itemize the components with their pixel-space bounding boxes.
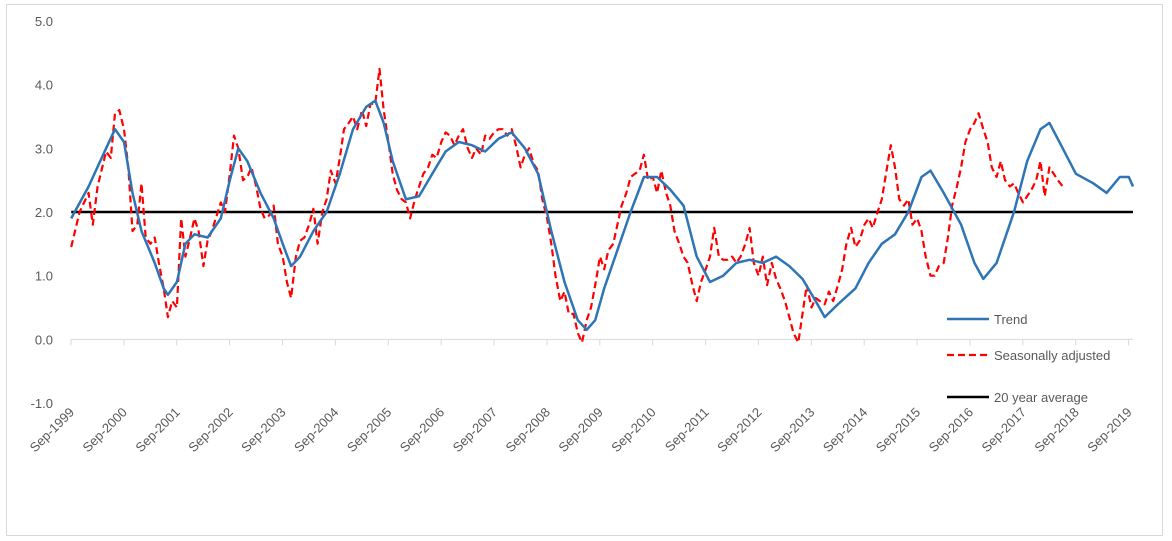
x-tick-label: Sep-2006 (397, 405, 447, 455)
legend-label: Trend (994, 312, 1027, 327)
legend: Trend Seasonally adjusted 20 year average (947, 312, 1110, 405)
x-tick-label: Sep-2012 (714, 405, 764, 455)
y-tick-label: -1.0 (31, 396, 53, 411)
series-group (70, 67, 1135, 344)
x-tick-label: Sep-2019 (1084, 405, 1134, 455)
x-tick-label: Sep-2010 (608, 405, 658, 455)
y-tick-label: 3.0 (35, 141, 53, 156)
x-tick-label: Sep-2005 (344, 405, 394, 455)
chart-frame (6, 4, 1163, 536)
series-line-seasonally-adjusted (70, 67, 1064, 344)
x-tick-label: Sep-2001 (132, 405, 182, 455)
x-tick-label: Sep-2002 (185, 405, 235, 455)
legend-label: 20 year average (994, 390, 1088, 405)
y-tick-label: 2.0 (35, 205, 53, 220)
x-tick-label: Sep-2017 (978, 405, 1028, 455)
x-tick-label: Sep-2000 (80, 405, 130, 455)
y-tick-label: 4.0 (35, 78, 53, 93)
y-tick-label: 5.0 (35, 14, 53, 29)
series-line-trend (70, 99, 1135, 332)
x-tick-label: Sep-2011 (662, 405, 712, 455)
x-tick-label: Sep-2004 (291, 405, 341, 455)
x-tick-label: Sep-1999 (27, 405, 77, 455)
x-tick-label: Sep-2007 (450, 405, 500, 455)
x-tick-label: Sep-2008 (503, 405, 553, 455)
x-tick-label: Sep-2015 (873, 405, 923, 455)
x-tick-label: Sep-2016 (926, 405, 976, 455)
y-tick-label: 1.0 (35, 269, 53, 284)
x-tick-label: Sep-2013 (767, 405, 817, 455)
y-axis: -1.0 0.0 1.0 2.0 3.0 4.0 5.0 (31, 14, 53, 411)
legend-label: Seasonally adjusted (994, 348, 1110, 363)
x-tick-label: Sep-2018 (1031, 405, 1081, 455)
y-tick-label: 0.0 (35, 332, 53, 347)
x-tick-label: Sep-2014 (820, 405, 870, 455)
x-tick-label: Sep-2009 (555, 405, 605, 455)
x-tick-label: Sep-2003 (238, 405, 288, 455)
